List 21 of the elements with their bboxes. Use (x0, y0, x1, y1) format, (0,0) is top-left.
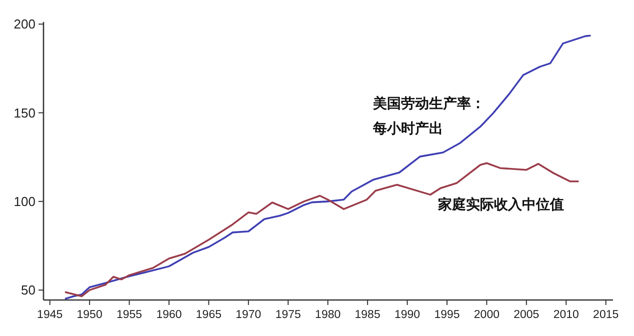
x-tick-label: 2000 (474, 309, 500, 321)
x-tick-label: 2010 (553, 309, 579, 321)
x-tick-label: 1965 (196, 309, 222, 321)
x-tick-label: 1995 (434, 309, 460, 321)
series-label: 美国劳动生产率：每小时产出 (373, 94, 486, 138)
x-tick-label: 2015 (593, 309, 619, 321)
x-tick-label: 1985 (354, 309, 380, 321)
x-tick-label: 2005 (514, 309, 540, 321)
x-tick-label: 1945 (37, 309, 63, 321)
x-tick-label: 1960 (156, 309, 182, 321)
y-tick-label: 100 (14, 194, 36, 209)
x-tick-label: 1975 (275, 309, 301, 321)
x-tick-label: 1990 (394, 309, 420, 321)
x-tick-label: 1955 (116, 309, 142, 321)
x-tick-label: 1950 (76, 309, 102, 321)
y-tick-label: 150 (14, 105, 36, 120)
series-label: 家庭实际收入中位值 (438, 195, 565, 214)
x-tick-label: 1980 (315, 309, 341, 321)
y-tick-label: 200 (14, 16, 36, 32)
x-tick-label: 1970 (236, 309, 262, 321)
y-tick-label: 50 (21, 282, 36, 298)
